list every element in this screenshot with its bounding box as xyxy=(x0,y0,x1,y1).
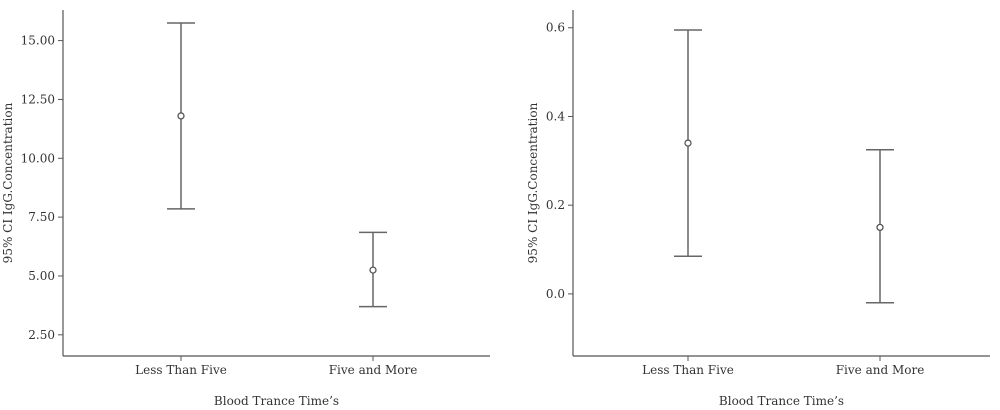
mean-point xyxy=(177,112,185,120)
x-axis-title: Blood Trance Time’s xyxy=(214,394,339,408)
y-tick-label: 0.2 xyxy=(546,198,565,212)
y-tick-label: 12.50 xyxy=(21,92,55,106)
y-tick-label: 5.00 xyxy=(28,269,55,283)
x-tick-label: Five and More xyxy=(329,363,418,377)
chart-panel-1: 2.50 5.00 7.50 10.00 12.50 15.00 Less Than Fiv… xyxy=(1,10,490,408)
y-axis-title: 95% CI IgG.Concentration xyxy=(526,102,540,263)
y-tick-label: 7.50 xyxy=(28,210,55,224)
y-tick-label: 0.6 xyxy=(546,21,565,35)
mean-point xyxy=(369,266,377,274)
mean-point xyxy=(876,223,884,232)
y-axis-title: 95% CI IgG.Concentration xyxy=(1,102,15,263)
y-tick-label: 10.00 xyxy=(21,151,55,165)
y-tick-label: 2.50 xyxy=(28,328,55,342)
x-tick-label: Less Than Five xyxy=(642,363,734,377)
y-tick-label: 15.00 xyxy=(21,34,55,48)
y-tick-label: 0.4 xyxy=(546,109,565,123)
mean-point xyxy=(684,139,692,147)
y-tick-label: 0.0 xyxy=(546,287,565,301)
chart-panel-2: 0.0 0.2 0.4 0.6 Less Than Five Five and More B… xyxy=(526,10,990,408)
x-tick-label: Less Than Five xyxy=(135,363,227,377)
x-axis-title: Blood Trance Time’s xyxy=(719,394,844,408)
x-tick-label: Five and More xyxy=(836,363,925,377)
